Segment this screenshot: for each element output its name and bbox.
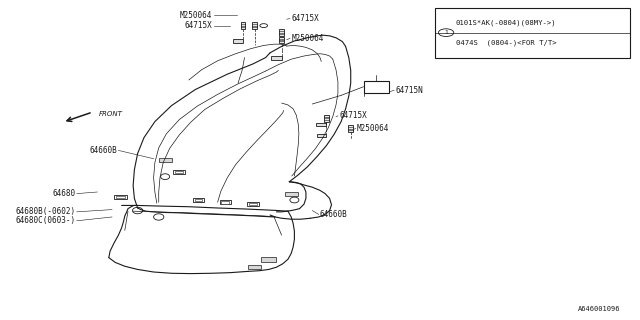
Bar: [349, 125, 353, 132]
Bar: [435, 8, 630, 58]
Bar: [280, 37, 284, 43]
Text: M250064: M250064: [357, 124, 390, 133]
Bar: [253, 22, 257, 29]
Bar: [248, 265, 261, 269]
Bar: [316, 123, 326, 126]
Text: 64715X: 64715X: [291, 14, 319, 23]
Bar: [324, 115, 329, 122]
Bar: [249, 203, 257, 205]
Text: 1: 1: [444, 30, 448, 35]
Bar: [285, 192, 298, 196]
Bar: [364, 81, 389, 93]
Bar: [175, 171, 183, 173]
Ellipse shape: [161, 174, 170, 180]
Text: 64660B: 64660B: [320, 210, 348, 219]
Text: 64680: 64680: [52, 189, 76, 198]
Text: FRONT: FRONT: [99, 111, 123, 117]
Text: 64680B(-0602): 64680B(-0602): [15, 207, 76, 216]
Bar: [173, 170, 185, 174]
Text: 64715X: 64715X: [339, 111, 367, 120]
Bar: [233, 39, 243, 43]
Text: 64680C(0603-): 64680C(0603-): [15, 216, 76, 225]
Bar: [116, 196, 125, 198]
Text: M250064: M250064: [291, 34, 324, 43]
Text: 0474S  (0804-)<FOR T/T>: 0474S (0804-)<FOR T/T>: [456, 40, 556, 46]
Bar: [280, 29, 284, 36]
Bar: [193, 198, 204, 202]
Bar: [220, 200, 231, 204]
Text: M250064: M250064: [180, 11, 212, 20]
Text: 64715X: 64715X: [185, 21, 212, 30]
Bar: [241, 22, 246, 29]
Bar: [247, 202, 259, 206]
Ellipse shape: [132, 207, 143, 214]
Bar: [271, 56, 282, 60]
Ellipse shape: [290, 197, 299, 203]
Bar: [221, 201, 229, 204]
Text: 0101S*AK(-0804)(08MY->): 0101S*AK(-0804)(08MY->): [456, 19, 556, 26]
Bar: [159, 158, 172, 162]
Bar: [317, 134, 326, 137]
Bar: [261, 257, 276, 261]
Ellipse shape: [154, 214, 164, 220]
Bar: [195, 199, 202, 201]
Text: 64660B: 64660B: [90, 146, 117, 155]
Bar: [114, 195, 127, 199]
Text: A646001096: A646001096: [579, 306, 621, 312]
Text: 64715N: 64715N: [396, 86, 423, 95]
